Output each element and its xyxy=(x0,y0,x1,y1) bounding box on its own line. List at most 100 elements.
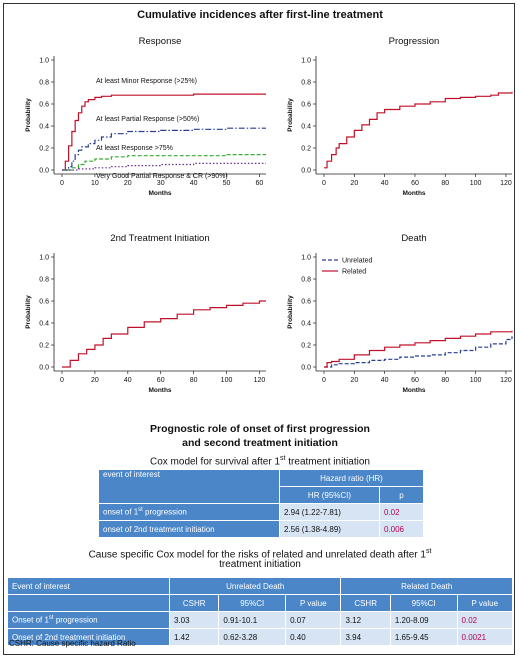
x-axis-label: Months xyxy=(148,387,171,394)
x-tick-label: 30 xyxy=(157,180,165,187)
cs-unrelated-cshr: 1.42 xyxy=(168,628,220,646)
y-tick-label: 1.0 xyxy=(301,58,311,65)
cs-unrelated-p: 0.07 xyxy=(285,611,342,629)
cs-head-ci: 95%CI xyxy=(218,594,287,612)
cs-head-related: Related Death xyxy=(340,577,513,595)
cs-head-p: P value xyxy=(285,594,342,612)
cox-head-hr: Hazard ratio (HR) xyxy=(279,469,424,487)
cs-table-caption-line1: Cause specific Cox model for the risks o… xyxy=(88,548,432,561)
y-tick-label: 0.6 xyxy=(301,299,311,306)
cox-p-value: 0.006 xyxy=(378,520,425,538)
figure-title: Cumulative incidences after first-line t… xyxy=(137,9,383,21)
cox-head-event: event of interest xyxy=(98,469,280,504)
panel-title: 2nd Treatment Initiation xyxy=(110,233,209,244)
series-annotation: At least Response >75% xyxy=(96,145,173,152)
x-tick-label: 40 xyxy=(124,377,132,384)
x-tick-label: 80 xyxy=(441,180,449,187)
panel-title: Response xyxy=(139,36,182,47)
cox-hr-value: 2.94 (1.22-7.81) xyxy=(279,503,380,521)
cs-related-cshr: 3.12 xyxy=(340,611,391,629)
x-tick-label: 80 xyxy=(441,377,449,384)
y-tick-label: 0.6 xyxy=(39,299,49,306)
cs-head-cshr: CSHR xyxy=(340,594,391,612)
y-tick-label: 0.0 xyxy=(301,365,311,372)
x-tick-label: 40 xyxy=(190,180,198,187)
y-tick-label: 0.2 xyxy=(301,146,311,153)
cox-row-label: onset of 1st progression xyxy=(98,503,280,521)
x-tick-label: 20 xyxy=(350,377,358,384)
panel-title: Progression xyxy=(389,36,440,47)
x-axis-label: Months xyxy=(402,387,425,394)
x-tick-label: 120 xyxy=(500,180,512,187)
table-row: onset of 1st progression 2.94 (1.22-7.81… xyxy=(98,503,425,521)
series-annotation: At least Minor Response (>25%) xyxy=(96,78,197,85)
y-tick-label: 0.0 xyxy=(39,168,49,175)
cumulative-incidence-plots: 0.0 0.2 0.4 0.6 0.8 1.0 0 10 20 30 40 50 60 Response M… xyxy=(25,36,513,394)
y-tick-label: 1.0 xyxy=(39,255,49,262)
cs-related-ci: 1.65-9.45 xyxy=(389,628,458,646)
x-tick-label: 0 xyxy=(322,180,326,187)
cs-related-cshr: 3.94 xyxy=(340,628,391,646)
table-row: Onset of 1st progression 3.03 0.91-10.1 … xyxy=(7,611,514,629)
y-axis-label: Probability xyxy=(25,295,32,329)
cs-unrelated-p: 0.40 xyxy=(285,628,342,646)
x-tick-label: 100 xyxy=(470,180,482,187)
y-tick-label: 0.2 xyxy=(39,146,49,153)
y-tick-label: 0.2 xyxy=(39,343,49,350)
cs-table-caption-line2: treatment initiation xyxy=(219,559,301,570)
y-tick-label: 0.4 xyxy=(39,124,49,131)
x-tick-label: 60 xyxy=(411,377,419,384)
x-axis-label: Months xyxy=(148,190,171,197)
cox-hr-value: 2.56 (1.38-4.89) xyxy=(279,520,380,538)
footnote: CSHR: Cause specific hazard Ratio xyxy=(9,639,136,648)
figure-frame xyxy=(3,3,515,655)
series-line xyxy=(62,127,266,171)
cox-table-caption: Cox model for survival after 1st treatme… xyxy=(149,455,370,468)
series-annotation: Very Good Partial Response & CR (>90%) xyxy=(96,173,228,180)
series-line xyxy=(62,154,266,171)
cs-row-label: Onset of 1st progression xyxy=(7,611,170,629)
series-line xyxy=(324,330,513,368)
cs-head-ci: 95%CI xyxy=(389,594,458,612)
cs-unrelated-cshr: 3.03 xyxy=(168,611,220,629)
y-tick-label: 1.0 xyxy=(39,58,49,65)
y-tick-label: 0.8 xyxy=(301,80,311,87)
x-tick-label: 100 xyxy=(470,377,482,384)
table-row: onset of 2nd treatment initiation 2.56 (… xyxy=(98,520,425,538)
x-tick-label: 60 xyxy=(157,377,165,384)
y-axis-label: Probability xyxy=(287,295,294,329)
y-tick-label: 0.4 xyxy=(39,321,49,328)
cox-head-p: p xyxy=(378,486,425,504)
x-tick-label: 0 xyxy=(322,377,326,384)
x-tick-label: 20 xyxy=(350,180,358,187)
x-tick-label: 0 xyxy=(60,377,64,384)
x-tick-label: 0 xyxy=(60,180,64,187)
x-axis-label: Months xyxy=(402,190,425,197)
x-tick-label: 120 xyxy=(254,377,266,384)
cs-head-p: P value xyxy=(456,594,514,612)
cox-table: event of interest Hazard ratio (HR) HR (… xyxy=(98,469,425,538)
legend-label: Related xyxy=(342,269,366,276)
cox-row-label: onset of 2nd treatment initiation xyxy=(98,520,280,538)
x-tick-label: 100 xyxy=(221,377,233,384)
y-tick-label: 0.8 xyxy=(39,80,49,87)
section-title-line1: Prognostic role of onset of first progre… xyxy=(150,423,370,435)
y-tick-label: 0.6 xyxy=(301,102,311,109)
x-tick-label: 40 xyxy=(381,180,389,187)
y-tick-label: 0.0 xyxy=(39,365,49,372)
cs-related-p: 0.0021 xyxy=(456,628,514,646)
x-tick-label: 40 xyxy=(381,377,389,384)
series-line xyxy=(324,91,513,169)
cs-unrelated-ci: 0.62-3.28 xyxy=(218,628,287,646)
x-tick-label: 80 xyxy=(190,377,198,384)
x-tick-label: 60 xyxy=(411,180,419,187)
cs-unrelated-ci: 0.91-10.1 xyxy=(218,611,287,629)
cs-related-p: 0.02 xyxy=(456,611,514,629)
y-axis-label: Probability xyxy=(25,98,32,132)
y-tick-label: 0.2 xyxy=(301,343,311,350)
y-axis-label: Probability xyxy=(287,98,294,132)
y-tick-label: 0.6 xyxy=(39,102,49,109)
table-row: Onset of 2nd treatment initiation 1.42 0… xyxy=(7,628,514,646)
cox-p-value: 0.02 xyxy=(378,503,425,521)
x-tick-label: 20 xyxy=(124,180,132,187)
